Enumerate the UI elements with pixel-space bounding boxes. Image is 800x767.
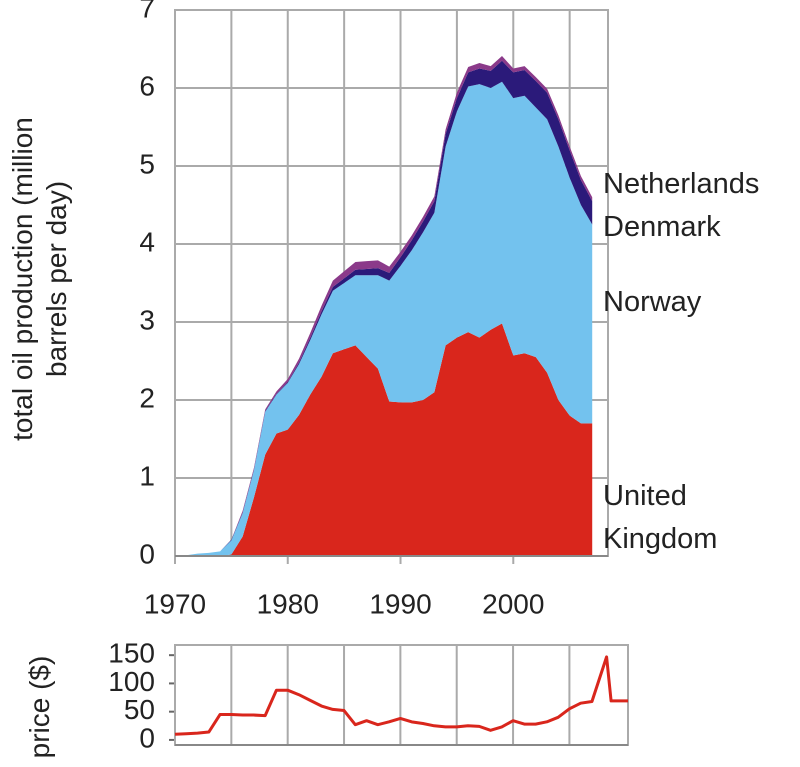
line bbox=[174, 655, 628, 736]
y-tick-label: 3 bbox=[139, 304, 155, 335]
x-tick-label: 1970 bbox=[144, 588, 206, 619]
y-tick-label: 0 bbox=[139, 722, 155, 753]
plot-frame bbox=[174, 644, 629, 746]
y-tick-label: 7 bbox=[139, 0, 155, 23]
y-tick-label: 1 bbox=[139, 460, 155, 491]
x-tick-label: 1990 bbox=[369, 588, 431, 619]
series-label: United Kingdom bbox=[603, 480, 718, 555]
area bbox=[175, 81, 593, 556]
area bbox=[175, 323, 593, 556]
series-label: Norway bbox=[603, 286, 702, 318]
area bbox=[175, 60, 593, 556]
x-tick-label: 1980 bbox=[257, 588, 319, 619]
y-tick-label: 4 bbox=[139, 226, 155, 257]
y-tick-label: 100 bbox=[108, 666, 155, 697]
y-tick-label: 5 bbox=[139, 148, 155, 179]
y-axis-label: total oil production (million barrels pe… bbox=[7, 117, 72, 441]
series-label: Netherlands bbox=[603, 168, 760, 200]
y-tick-label: 50 bbox=[124, 694, 155, 725]
y-tick-label: 0 bbox=[139, 538, 155, 569]
y-tick-label: 150 bbox=[108, 638, 155, 669]
series-label: Denmark bbox=[603, 211, 721, 243]
x-tick-label: 2000 bbox=[482, 588, 544, 619]
y-axis-label: price ($) bbox=[24, 655, 55, 759]
y-tick-label: 2 bbox=[139, 382, 155, 413]
y-tick-label: 6 bbox=[139, 70, 155, 101]
